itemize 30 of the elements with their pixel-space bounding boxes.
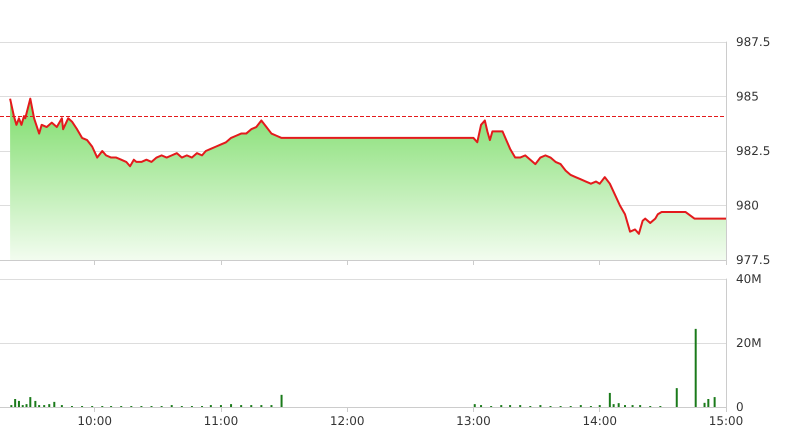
x-tick-label: 10:00 [77,414,112,428]
x-tick-label: 15:00 [708,414,744,428]
y-tick-label: 980 [736,198,759,212]
bar [280,394,283,407]
bar [18,400,20,407]
bar [26,404,28,407]
bar [618,403,620,407]
bar [608,392,611,407]
bar [29,397,32,407]
bar [694,328,697,407]
bar [714,397,716,407]
y-tick-label: 0 [736,400,744,414]
bar [53,402,56,407]
x-tick-label: 14:00 [582,414,618,428]
bar [230,404,232,407]
y-tick-label: 20M [736,336,762,350]
bar [704,402,706,407]
y-tick-label: 982.5 [736,144,770,158]
x-tick-label: 12:00 [330,414,365,428]
bar [474,404,476,407]
y-tick-label: 985 [736,90,759,104]
bar [676,388,678,407]
y-tick-label: 40M [736,272,762,286]
bar [707,399,710,407]
bar [48,404,50,407]
bar [34,400,36,407]
y-tick-label: 987.5 [736,35,770,49]
x-tick-label: 13:00 [456,414,491,428]
x-tick-label: 11:00 [204,414,238,428]
y-tick-label: 977.5 [736,253,770,267]
